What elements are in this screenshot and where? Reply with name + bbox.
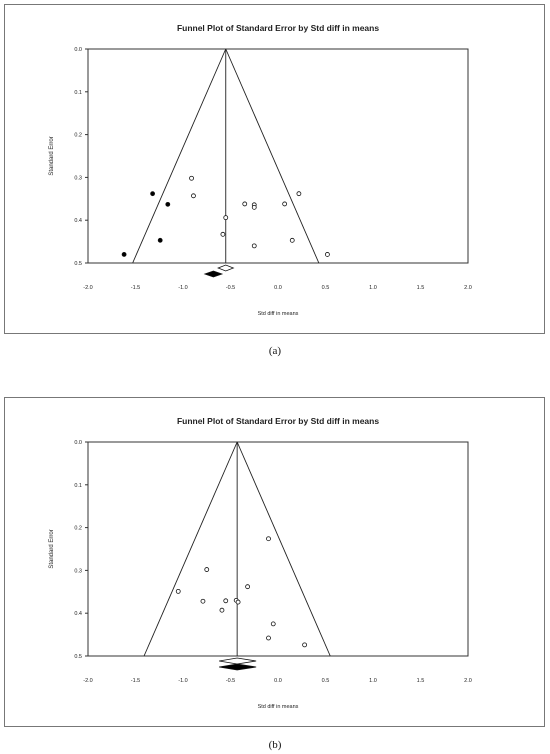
x-tick-label: 1.0 (369, 678, 377, 684)
study-point (324, 252, 330, 257)
x-tick-label: 1.5 (417, 678, 425, 684)
imputed-study-point (157, 237, 163, 243)
study-point (242, 201, 248, 207)
study-point (204, 567, 210, 572)
funnel-left-line (143, 441, 238, 657)
study-point (251, 204, 257, 210)
plot-area (87, 441, 469, 657)
funnel-plot-b: Funnel Plot of Standard Error by Std dif… (4, 397, 545, 727)
y-axis-label: Standard Error (49, 136, 55, 175)
study-point (270, 621, 276, 627)
x-tick-label: 2.0 (464, 285, 472, 291)
study-point (223, 215, 229, 221)
x-tick-label: 0.0 (274, 678, 282, 684)
study-point (223, 598, 229, 604)
chart-title: Funnel Plot of Standard Error by Std dif… (177, 416, 379, 426)
study-point (235, 599, 241, 605)
x-tick-label: -1.0 (178, 678, 187, 684)
y-tick-label: 0.5 (74, 654, 82, 660)
x-tick-label: 0.5 (322, 285, 330, 291)
chart-title: Funnel Plot of Standard Error by Std dif… (177, 23, 379, 33)
imputed-study-point (165, 201, 171, 207)
study-point (220, 231, 226, 237)
funnel-left-line (132, 48, 227, 264)
x-tick-label: -2.0 (83, 678, 92, 684)
study-point (251, 243, 257, 249)
y-tick-label: 0.2 (74, 133, 82, 139)
study-point (266, 635, 271, 641)
funnel-right-line (225, 48, 320, 264)
caption-a: (a) (268, 345, 282, 357)
y-tick-label: 0.1 (74, 483, 82, 489)
x-tick-label: -0.5 (226, 285, 235, 291)
study-point (189, 175, 194, 181)
caption-b: (b) (268, 739, 282, 751)
imputed-study-point (121, 252, 127, 257)
imputed-study-point (150, 191, 156, 197)
y-tick-label: 0.3 (74, 568, 82, 574)
study-point (175, 588, 181, 594)
y-tick-label: 0.3 (74, 175, 82, 181)
study-point (289, 237, 295, 243)
x-tick-label: 1.5 (417, 285, 425, 291)
x-tick-label: 1.0 (369, 285, 377, 291)
summary-diamond-observed (219, 657, 257, 665)
y-tick-label: 0.5 (74, 261, 82, 267)
x-tick-label: -0.5 (226, 678, 235, 684)
funnel-plot-a: Funnel Plot of Standard Error by Std dif… (4, 4, 545, 334)
y-tick-label: 0.0 (74, 440, 82, 446)
y-tick-label: 0.2 (74, 526, 82, 532)
plot-area (87, 48, 469, 264)
summary-diamond-imputed (203, 270, 224, 278)
study-point (302, 642, 308, 648)
summary-diamond-observed (217, 264, 235, 272)
chart-svg-a: Funnel Plot of Standard Error by Std dif… (49, 23, 472, 317)
y-tick-label: 0.4 (74, 218, 82, 224)
y-tick-label: 0.1 (74, 90, 82, 96)
study-point (282, 201, 288, 207)
x-tick-label: -1.5 (131, 678, 140, 684)
y-tick-label: 0.0 (74, 47, 82, 53)
x-tick-label: 0.5 (322, 678, 330, 684)
study-point (219, 607, 225, 613)
x-tick-label: -1.0 (178, 285, 187, 291)
funnel-right-line (236, 441, 331, 657)
y-axis-label: Standard Error (49, 529, 55, 568)
summary-diamond-imputed (219, 663, 257, 671)
study-point (245, 584, 251, 590)
x-axis-label: Std diff in means (258, 704, 299, 710)
y-tick-label: 0.4 (74, 611, 82, 617)
chart-svg-b: Funnel Plot of Standard Error by Std dif… (49, 416, 472, 710)
study-point (296, 191, 302, 197)
study-point (266, 536, 271, 542)
x-tick-label: -1.5 (131, 285, 140, 291)
x-axis-label: Std diff in means (258, 311, 299, 317)
study-point (200, 598, 206, 604)
study-point (191, 193, 196, 199)
x-tick-label: -2.0 (83, 285, 92, 291)
x-tick-label: 2.0 (464, 678, 472, 684)
x-tick-label: 0.0 (274, 285, 282, 291)
